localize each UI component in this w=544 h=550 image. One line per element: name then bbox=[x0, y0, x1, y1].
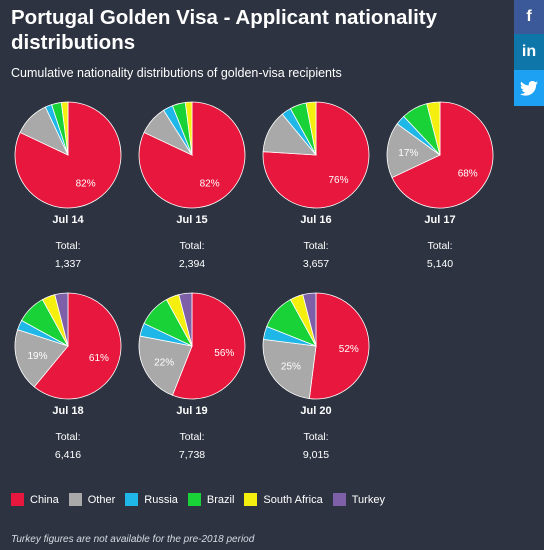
legend-swatch bbox=[244, 493, 258, 506]
pie-total-value: 2,394 bbox=[178, 258, 206, 270]
slice-turkey bbox=[178, 292, 193, 347]
slice-label: 68% bbox=[458, 169, 478, 180]
slice-turkey bbox=[54, 292, 69, 347]
legend-label: South Africa bbox=[263, 493, 323, 506]
pie-total-value: 5,140 bbox=[426, 258, 454, 270]
pie-jul-17: 68% 17% Jul 17 Total: 5,140 bbox=[385, 100, 495, 273]
pie-total-value: 6,416 bbox=[54, 449, 82, 461]
pie-jul-15: 82% Jul 15 Total: 2,394 bbox=[137, 100, 247, 273]
pie-total-value: 3,657 bbox=[302, 258, 330, 270]
legend-item-brazil: Brazil bbox=[187, 493, 235, 506]
pie-total: Total: 3,657 bbox=[261, 237, 371, 273]
pie-total-label: Total: bbox=[179, 240, 205, 252]
share-bar: f in bbox=[514, 0, 544, 106]
slice-label: 61% bbox=[89, 353, 109, 364]
slice-south-africa bbox=[426, 101, 441, 156]
slice-china bbox=[171, 292, 246, 400]
pie-chart: 61% 19% bbox=[14, 292, 122, 400]
pie-total: Total: 6,416 bbox=[13, 428, 123, 464]
pie-period-label: Jul 18 bbox=[52, 405, 84, 417]
legend-label: Turkey bbox=[351, 493, 385, 506]
slice-label: 82% bbox=[76, 179, 96, 190]
legend: China Other Russia Brazil South Africa T… bbox=[11, 493, 385, 506]
slice-label: 82% bbox=[200, 179, 220, 190]
slice-china bbox=[391, 101, 494, 209]
pie-total: Total: 2,394 bbox=[137, 237, 247, 273]
legend-swatch bbox=[187, 493, 201, 506]
slice-south-africa bbox=[305, 101, 317, 156]
pie-total-label: Total: bbox=[303, 431, 329, 443]
pie-chart: 68% 17% bbox=[386, 101, 494, 209]
pie-period-label: Jul 16 bbox=[300, 214, 332, 226]
pie-jul-18: 61% 19% Jul 18 Total: 6,416 bbox=[13, 291, 123, 464]
pie-chart: 82% bbox=[14, 101, 122, 209]
pie-total: Total: 9,015 bbox=[261, 428, 371, 464]
slice-other bbox=[14, 329, 69, 388]
slice-china bbox=[308, 292, 370, 400]
slice-label: 52% bbox=[339, 344, 359, 355]
slice-label: 19% bbox=[27, 351, 47, 362]
pie-period-label: Jul 15 bbox=[176, 214, 208, 226]
legend-swatch bbox=[125, 493, 139, 506]
pie-period-label: Jul 14 bbox=[52, 214, 84, 226]
pie-total-value: 7,738 bbox=[178, 449, 206, 461]
twitter-share-button[interactable] bbox=[514, 70, 544, 106]
legend-item-china: China bbox=[11, 493, 59, 506]
legend-swatch bbox=[332, 493, 346, 506]
pie-total: Total: 1,337 bbox=[13, 237, 123, 273]
pie-jul-16: 76% Jul 16 Total: 3,657 bbox=[261, 100, 371, 273]
pie-total-label: Total: bbox=[179, 431, 205, 443]
pie-total: Total: 5,140 bbox=[385, 237, 495, 273]
slice-label: 17% bbox=[398, 148, 418, 159]
slice-south-africa bbox=[60, 101, 69, 156]
pie-total-value: 9,015 bbox=[302, 449, 330, 461]
pie-total-value: 1,337 bbox=[54, 258, 82, 270]
pie-chart: 52% 25% bbox=[262, 292, 370, 400]
twitter-icon bbox=[520, 80, 538, 96]
slice-china bbox=[33, 292, 122, 400]
pie-chart: 82% bbox=[138, 101, 246, 209]
legend-label: China bbox=[30, 493, 59, 506]
pie-jul-19: 56% 22% Jul 19 Total: 7,738 bbox=[137, 291, 247, 464]
legend-item-south-africa: South Africa bbox=[244, 493, 323, 506]
pie-total-label: Total: bbox=[427, 240, 453, 252]
pie-total-label: Total: bbox=[303, 240, 329, 252]
chart-subtitle: Cumulative nationality distributions of … bbox=[11, 66, 342, 80]
slice-label: 25% bbox=[281, 362, 301, 373]
slice-other bbox=[138, 335, 193, 396]
slice-label: 76% bbox=[328, 175, 348, 186]
chart-title: Portugal Golden Visa - Applicant nationa… bbox=[11, 6, 437, 54]
slice-label: 56% bbox=[214, 348, 234, 359]
pie-total-label: Total: bbox=[55, 240, 81, 252]
pie-total-label: Total: bbox=[55, 431, 81, 443]
legend-label: Brazil bbox=[206, 493, 235, 506]
slice-south-africa bbox=[184, 101, 193, 156]
legend-swatch bbox=[11, 493, 24, 506]
facebook-share-button[interactable]: f bbox=[514, 0, 544, 34]
legend-item-turkey: Turkey bbox=[332, 493, 385, 506]
slice-label: 22% bbox=[154, 357, 174, 368]
legend-swatch bbox=[68, 493, 82, 506]
pie-chart: 76% bbox=[262, 101, 370, 209]
pie-jul-14: 82% Jul 14 Total: 1,337 bbox=[13, 100, 123, 273]
pie-period-label: Jul 17 bbox=[424, 214, 456, 226]
legend-label: Russia bbox=[144, 493, 178, 506]
legend-item-other: Other bbox=[68, 493, 116, 506]
pie-jul-20: 52% 25% Jul 20 Total: 9,015 bbox=[261, 291, 371, 464]
legend-label: Other bbox=[87, 493, 116, 506]
pie-total: Total: 7,738 bbox=[137, 428, 247, 464]
pie-chart: 56% 22% bbox=[138, 292, 246, 400]
linkedin-share-button[interactable]: in bbox=[514, 34, 544, 70]
footnote: Turkey figures are not available for the… bbox=[11, 534, 255, 545]
pie-period-label: Jul 20 bbox=[300, 405, 332, 417]
slice-other bbox=[386, 123, 441, 179]
pie-period-label: Jul 19 bbox=[176, 405, 208, 417]
slice-other bbox=[262, 338, 317, 400]
slice-turkey bbox=[302, 292, 317, 347]
legend-item-russia: Russia bbox=[125, 493, 178, 506]
